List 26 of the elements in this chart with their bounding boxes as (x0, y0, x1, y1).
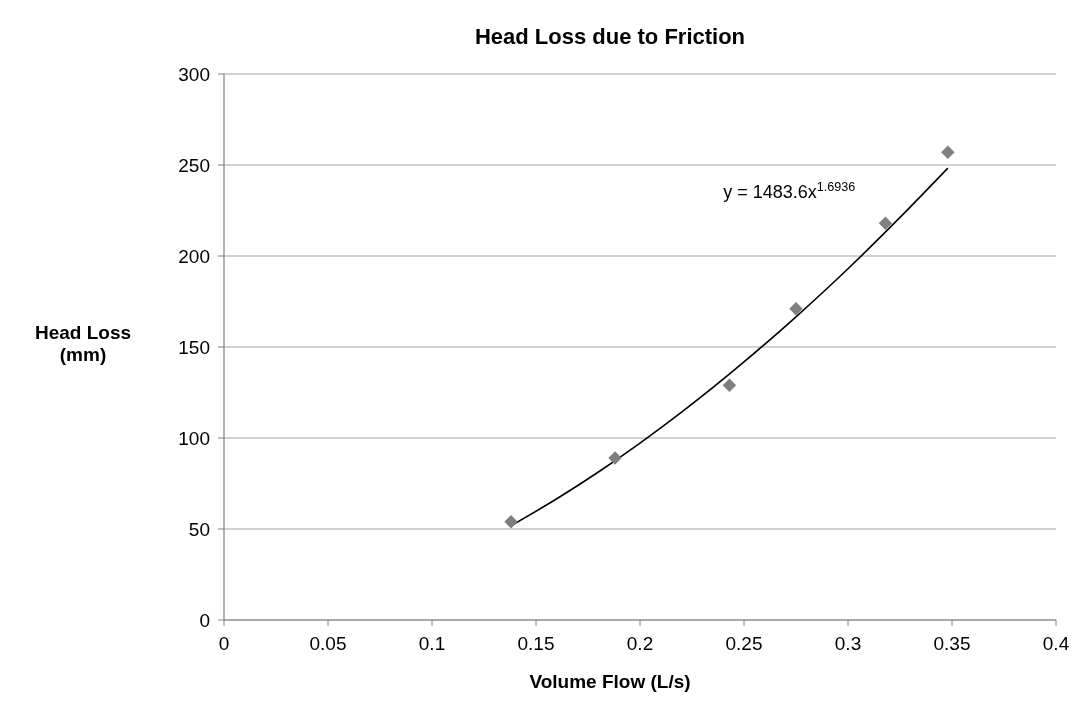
x-tick-label: 0.3 (834, 633, 862, 654)
x-tick-label: 0.15 (517, 633, 555, 654)
x-tick-label: 0.2 (626, 633, 654, 654)
y-tick-label: 250 (178, 154, 210, 176)
chart-title: Head Loss due to Friction (474, 24, 746, 49)
x-tick-label: 0.35 (933, 633, 971, 654)
x-axis-title: Volume Flow (L/s) (529, 671, 691, 692)
y-tick-label: 300 (178, 63, 210, 85)
y-tick-label: 50 (188, 518, 210, 540)
point (941, 145, 955, 159)
x-tick-label: 0.1 (418, 633, 446, 654)
x-tick-label: 0.25 (725, 633, 763, 654)
y-tick-label: 0 (199, 609, 210, 631)
point (789, 302, 803, 316)
y-tick-label: 150 (178, 336, 210, 358)
point (878, 216, 893, 230)
x-tick-label: 0 (218, 633, 230, 654)
point (608, 451, 622, 465)
x-tick-label: 0.4 (1042, 633, 1070, 654)
point (504, 515, 518, 529)
y-tick-label: 100 (178, 427, 210, 449)
point (722, 378, 737, 392)
y-axis-title: Head Loss (mm) (34, 322, 132, 365)
y-tick-label: 200 (178, 245, 210, 267)
annotation: y = 1483.6x$^{1.6936}$ (723, 179, 856, 202)
x-tick-label: 0.05 (309, 633, 347, 654)
